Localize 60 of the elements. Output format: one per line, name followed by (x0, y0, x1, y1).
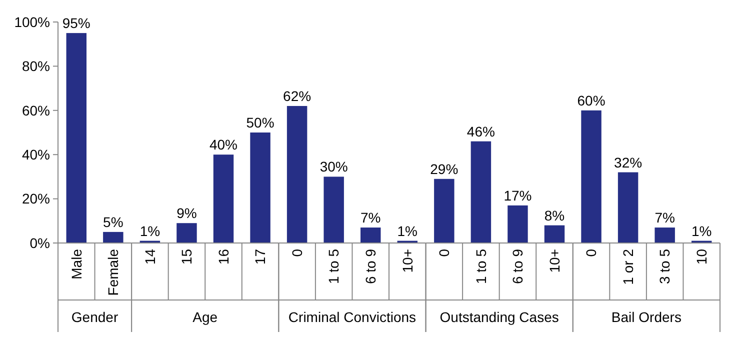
x-tick-label: 3 to 5 (656, 248, 673, 284)
bar (360, 228, 381, 243)
data-label: 5% (103, 214, 124, 230)
x-axis-title: Age (192, 309, 218, 325)
x-axis-title: Outstanding Cases (440, 309, 559, 325)
data-label: 7% (360, 210, 381, 226)
bar (508, 205, 528, 243)
y-tick-label: 0% (30, 234, 50, 251)
data-label: 95% (62, 15, 90, 32)
x-tick-label: 16 (215, 248, 232, 265)
bar (544, 225, 565, 243)
bar (213, 154, 234, 243)
y-tick-label: 40% (22, 146, 50, 162)
y-tick-label: 60% (22, 102, 50, 118)
bar (470, 141, 492, 243)
data-label: 60% (577, 92, 606, 108)
x-tick-label: 10+ (399, 249, 416, 273)
data-label: 29% (430, 160, 458, 177)
x-axis-title: Gender (71, 309, 118, 325)
x-axis-title: Criminal Convictions (288, 309, 416, 325)
x-tick-label: 17 (252, 248, 268, 265)
data-label: 17% (504, 187, 532, 204)
data-label: 50% (246, 114, 274, 130)
x-tick-label: 0 (583, 248, 600, 257)
data-label: 30% (320, 158, 348, 175)
x-tick-label: Female (105, 248, 122, 296)
bar (250, 132, 270, 243)
data-label: 46% (466, 123, 495, 140)
bar (581, 110, 602, 243)
x-axis-title: Bail Orders (611, 309, 682, 325)
data-label: 7% (654, 210, 675, 226)
bar (324, 176, 344, 243)
data-label: 1% (397, 222, 418, 239)
x-tick-label: 10 (694, 248, 710, 265)
x-tick-label: 14 (142, 248, 158, 265)
y-tick-label: 20% (22, 190, 50, 207)
data-label: 32% (614, 154, 642, 170)
x-tick-label: 6 to 9 (510, 248, 526, 284)
data-label: 1% (691, 222, 712, 239)
data-label: 40% (209, 136, 238, 153)
x-tick-label: 0 (288, 248, 305, 257)
bar (286, 106, 308, 243)
data-label: 1% (140, 222, 160, 239)
x-tick-label: 6 to 9 (362, 248, 379, 284)
bar (176, 223, 197, 243)
x-tick-label: 1 to 5 (472, 248, 489, 284)
data-label: 9% (176, 205, 197, 222)
x-tick-label: 0 (436, 248, 452, 257)
x-tick-label: 15 (178, 248, 195, 265)
bar (434, 178, 454, 243)
x-tick-label: 1 to 5 (326, 248, 342, 284)
x-tick-label: 1 or 2 (620, 248, 636, 285)
y-tick-label: 80% (22, 58, 50, 74)
data-label: 62% (283, 88, 312, 104)
bar (618, 172, 638, 243)
data-label: 8% (544, 207, 565, 224)
x-tick-label: Male (68, 248, 84, 280)
y-tick-label: 100% (14, 14, 50, 30)
x-tick-label: 10+ (546, 249, 562, 273)
bar (654, 228, 675, 243)
